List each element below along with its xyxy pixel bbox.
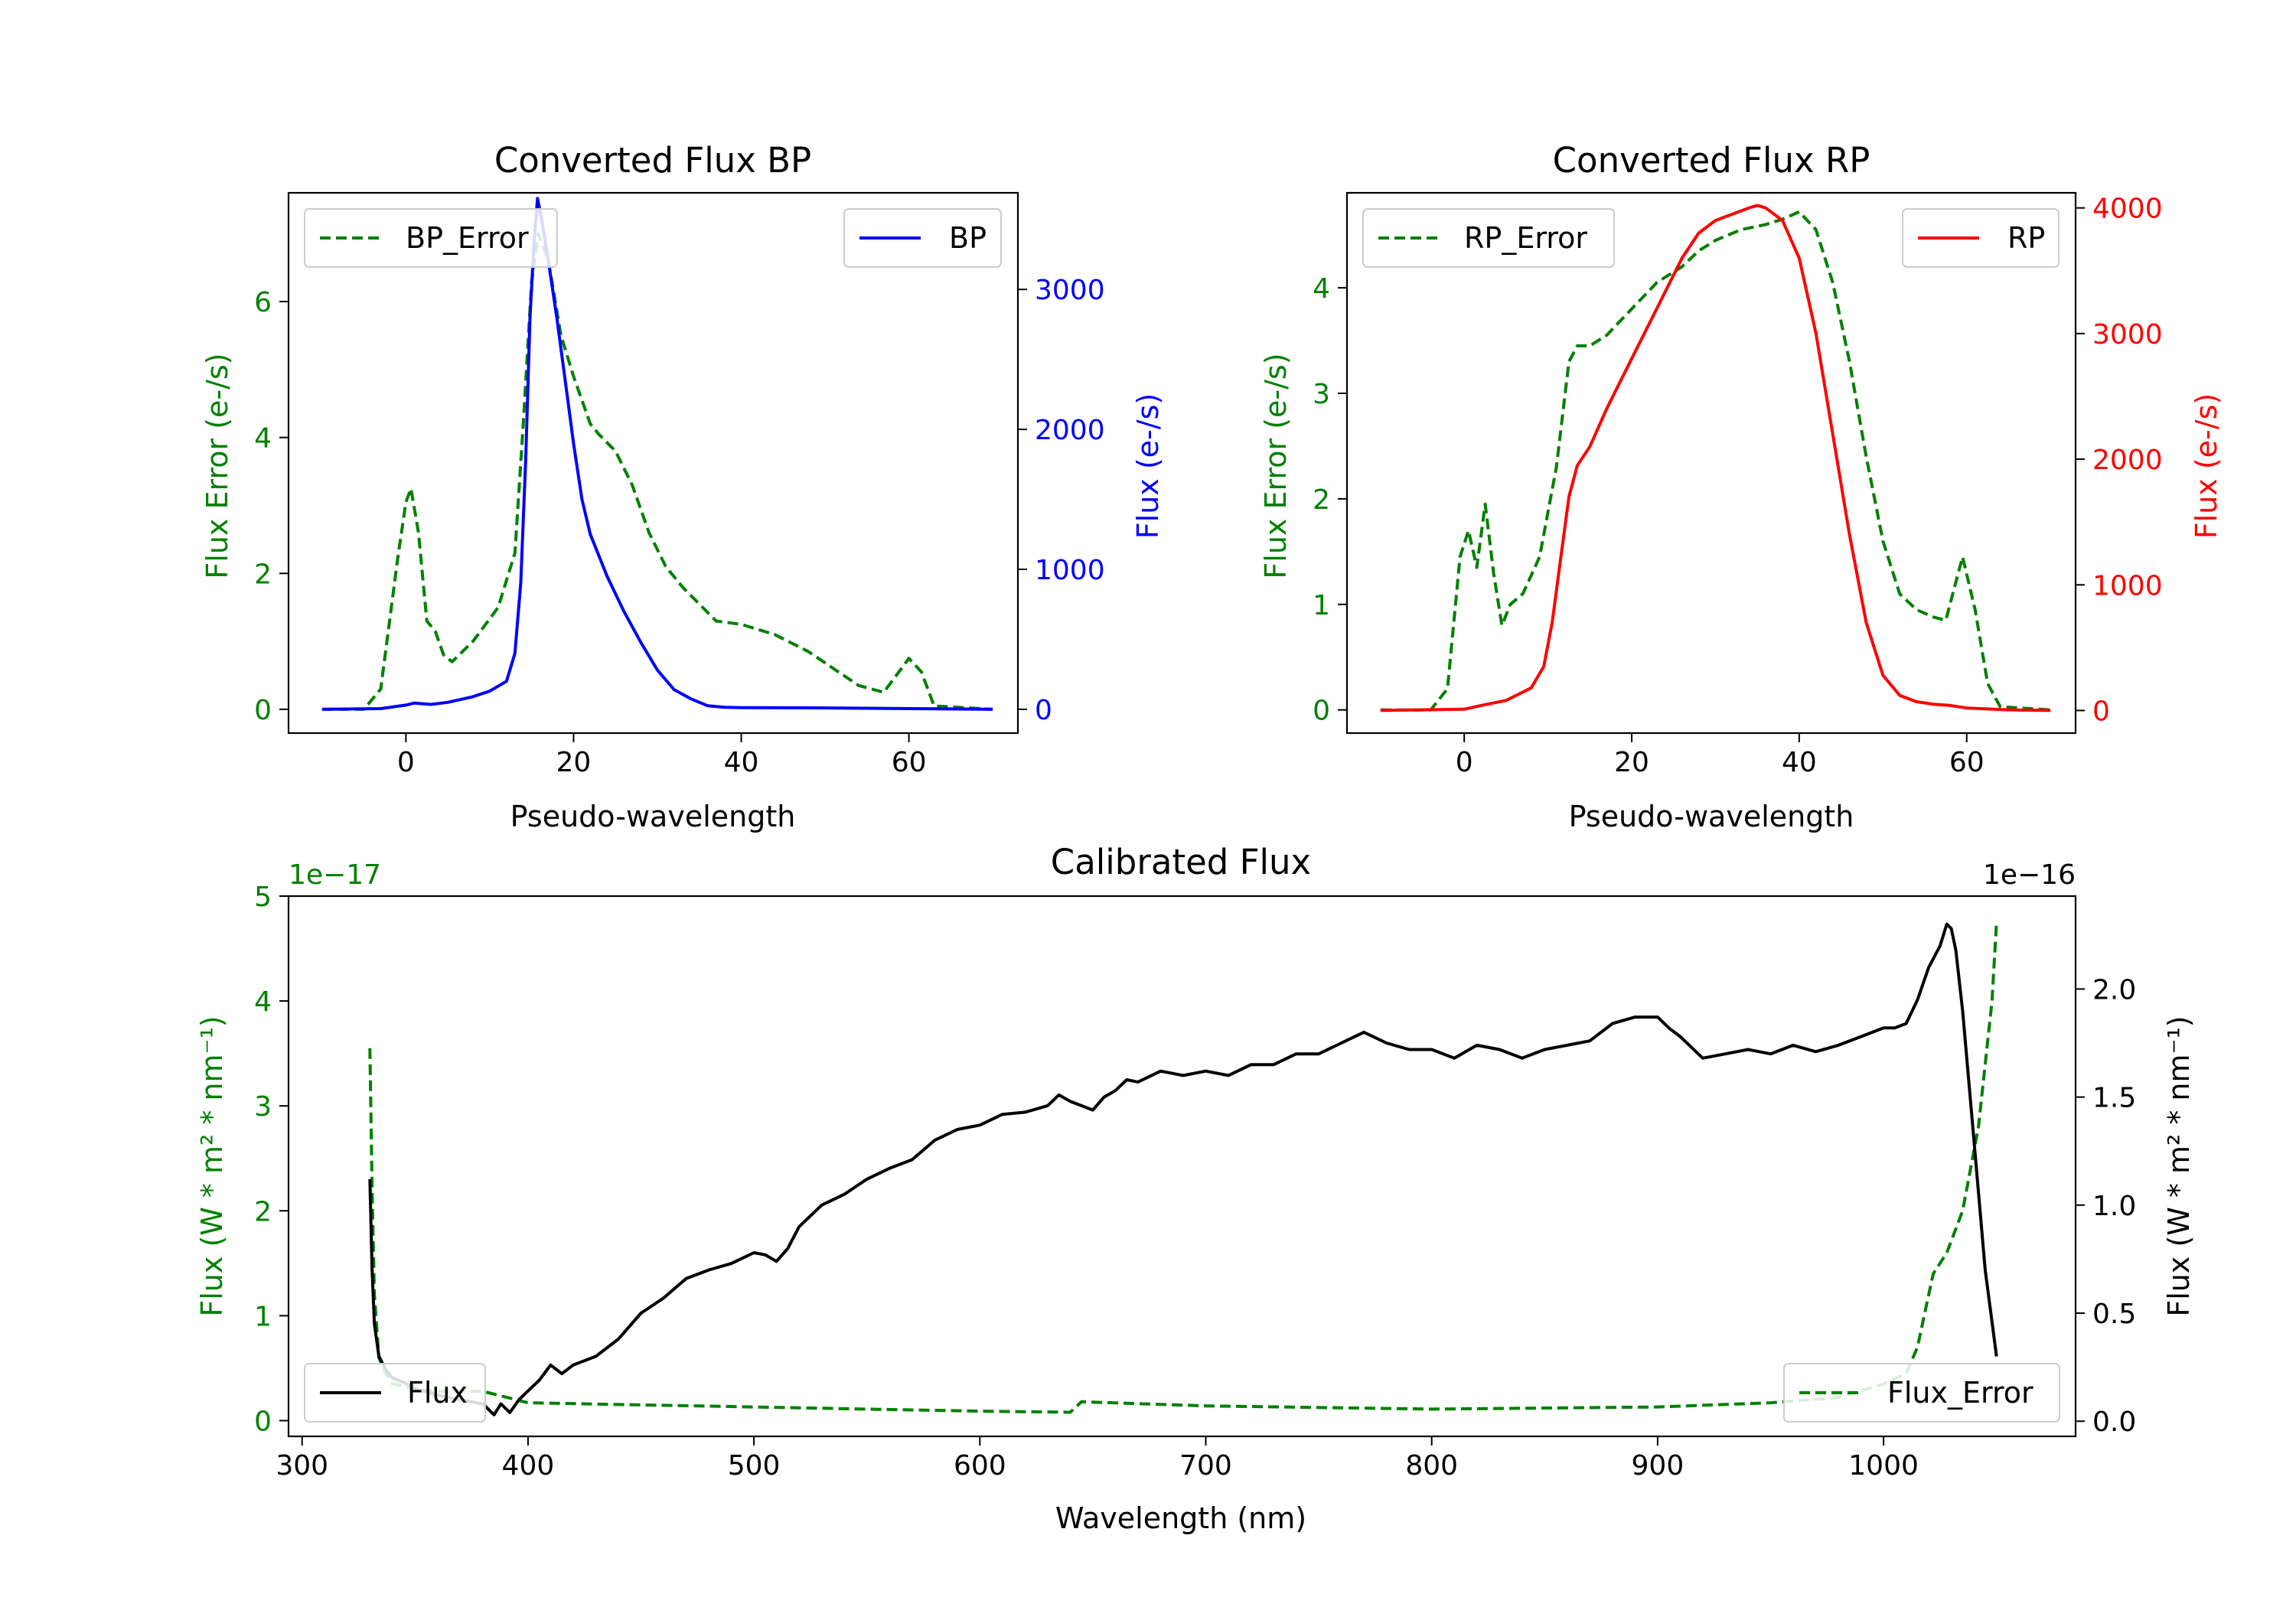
left-tick-label: 1 [254, 1301, 272, 1332]
plot-frame [287, 191, 1019, 735]
chart-bp: Converted Flux BP Pseudo-wavelength Flux… [201, 140, 1165, 833]
x-tick-label: 0 [1456, 747, 1473, 778]
x-tick-label: 0 [397, 747, 415, 778]
legend-flux: Flux [304, 1363, 486, 1423]
right-tick-label: 2000 [1035, 415, 1105, 446]
left-tick-label: 0 [254, 695, 272, 726]
left-tick-label: 6 [254, 287, 272, 318]
left-tick-label: 3 [254, 1091, 272, 1123]
legend-label-flux: RP [2007, 221, 2045, 255]
axes: 300 400 500 600 700 800 900 1000 0 1 2 3 4 5 0.0 0.5 1.0… [254, 882, 2136, 1482]
legend-label-error: BP_Error [406, 221, 529, 255]
legend-label-error: RP_Error [1464, 221, 1587, 255]
left-tick-label: 1 [1313, 590, 1330, 621]
left-axis-label: Flux (W * m² * nm⁻¹) [195, 1015, 229, 1316]
right-tick-label: 4000 [2092, 194, 2163, 225]
x-axis-label: Pseudo-wavelength [510, 800, 796, 833]
x-tick-label: 60 [892, 747, 927, 778]
x-axis-label: Wavelength (nm) [1055, 1501, 1306, 1535]
x-tick-label: 40 [724, 747, 759, 778]
legend-error: RP_Error [1362, 208, 1615, 268]
chart-calibrated: Calibrated Flux Wavelength (nm) Flux (W … [195, 842, 2196, 1535]
left-tick-label: 4 [254, 986, 272, 1018]
legend-label-flux: Flux [407, 1376, 468, 1410]
right-tick-label: 0.5 [2092, 1299, 2136, 1330]
x-tick-label: 20 [1614, 747, 1649, 778]
right-axis-label: Flux (e-/s) [1131, 393, 1165, 539]
right-tick-label: 3000 [1035, 275, 1105, 306]
chart-title: Calibrated Flux [1051, 842, 1311, 882]
legend-flux: RP [1902, 208, 2060, 268]
x-tick-label: 400 [502, 1450, 555, 1482]
series-line-rp-error [1380, 210, 2051, 712]
right-tick-label: 1000 [1035, 555, 1105, 586]
right-tick-label: 0 [2092, 696, 2110, 727]
x-tick-label: 40 [1782, 747, 1817, 778]
x-tick-label: 600 [954, 1450, 1006, 1482]
left-tick-label: 3 [1313, 379, 1330, 410]
right-tick-label: 1000 [2092, 570, 2163, 601]
right-tick-label: 1.0 [2092, 1191, 2136, 1222]
left-tick-label: 2 [254, 559, 272, 590]
left-tick-label: 5 [254, 882, 272, 913]
right-tick-label: 1.5 [2092, 1083, 2136, 1114]
chart-rp: Converted Flux RP Pseudo-wavelength Flux… [1259, 140, 2223, 833]
right-axis-label: Flux (e-/s) [2190, 393, 2223, 539]
x-tick-label: 900 [1632, 1450, 1684, 1482]
chart-title: Converted Flux RP [1553, 140, 1870, 181]
right-tick-label: 2.0 [2092, 974, 2136, 1006]
x-tick-label: 1000 [1848, 1450, 1919, 1482]
legend-flux: BP [843, 208, 1002, 268]
left-tick-label: 4 [1313, 273, 1330, 305]
x-tick-label: 60 [1949, 747, 1985, 778]
right-axis-offset: 1e−16 [1983, 859, 2076, 891]
legend-label-flux: BP [949, 221, 987, 255]
right-tick-label: 2000 [2092, 445, 2163, 476]
legend-error: Flux_Error [1783, 1363, 2060, 1423]
legend-label-error: Flux_Error [1887, 1376, 2033, 1410]
left-tick-label: 2 [254, 1196, 272, 1227]
series-line-flux [368, 922, 1998, 1416]
x-tick-label: 700 [1179, 1450, 1232, 1482]
plot-frame [287, 895, 2077, 1438]
plot-frame [1345, 191, 2077, 735]
plot-area [1380, 204, 2051, 712]
left-tick-label: 4 [254, 423, 272, 455]
left-axis-label: Flux Error (e-/s) [201, 353, 234, 579]
left-tick-label: 0 [254, 1406, 272, 1437]
left-axis-label: Flux Error (e-/s) [1259, 353, 1293, 579]
x-tick-label: 20 [556, 747, 592, 778]
right-tick-label: 3000 [2092, 319, 2163, 350]
chart-title: Converted Flux BP [494, 140, 811, 181]
left-tick-label: 0 [1313, 696, 1330, 727]
x-tick-label: 300 [276, 1450, 328, 1482]
right-tick-label: 0 [1035, 695, 1052, 726]
legend-error: BP_Error [304, 208, 558, 268]
series-line-rp [1380, 204, 2051, 712]
x-tick-label: 500 [728, 1450, 781, 1482]
series-line-bp-error [321, 232, 993, 711]
right-axis-label: Flux (W * m² * nm⁻¹) [2162, 1015, 2196, 1316]
x-tick-label: 800 [1405, 1450, 1458, 1482]
left-tick-label: 2 [1313, 484, 1330, 516]
right-tick-label: 0.0 [2092, 1407, 2136, 1438]
x-axis-label: Pseudo-wavelength [1569, 800, 1854, 833]
left-axis-offset: 1e−17 [289, 859, 381, 891]
